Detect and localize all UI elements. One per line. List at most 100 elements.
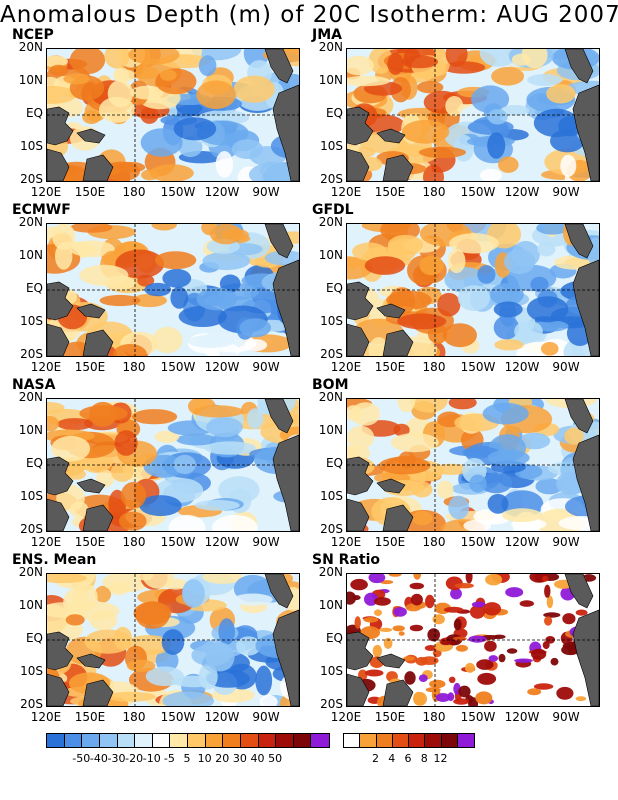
lon-tick-label: 150W <box>460 185 496 199</box>
field-patch <box>490 283 524 306</box>
field-patch <box>99 294 141 307</box>
lon-tick-label: 150E <box>374 710 406 724</box>
lat-tick-label: 20N <box>318 40 343 54</box>
field-patch <box>498 653 506 663</box>
land-mass <box>264 49 294 84</box>
land-mass <box>76 128 106 144</box>
field-patch <box>51 435 91 462</box>
field-patch <box>128 49 180 65</box>
field-patch <box>178 305 227 327</box>
land-mass <box>347 673 370 706</box>
lat-tick-label: EQ <box>325 281 343 295</box>
lon-tick-label: 120W <box>204 535 240 549</box>
lon-tick-label: 150E <box>74 535 106 549</box>
lat-tick-label: 20N <box>318 215 343 229</box>
land-mass <box>564 224 594 259</box>
lat-tick-label: 10S <box>320 664 343 678</box>
lon-tick-label: 150W <box>460 360 496 374</box>
field-patch <box>151 224 177 231</box>
field-patch <box>104 49 130 69</box>
field-patch <box>47 416 59 432</box>
field-patch <box>350 402 381 426</box>
field-patch <box>154 430 180 443</box>
field-patch <box>161 629 185 655</box>
field-patch <box>79 405 128 422</box>
field-patch <box>162 691 214 706</box>
field-patch <box>450 588 462 600</box>
field-patch <box>194 500 240 511</box>
lon-tick-label: 120W <box>204 360 240 374</box>
field-patch <box>487 449 530 466</box>
field-patch <box>404 671 416 685</box>
field-patch <box>447 248 466 274</box>
field-patch <box>541 342 559 356</box>
field-patch <box>198 663 218 690</box>
lon-tick-label: 120W <box>504 185 540 199</box>
lat-tick-label: 10N <box>318 423 343 437</box>
land-mass <box>76 653 106 669</box>
lat-tick-label: EQ <box>325 631 343 645</box>
land-mass <box>376 653 406 669</box>
field-patch <box>106 691 156 702</box>
field-patch <box>398 631 405 636</box>
lon-tick-label: 90W <box>252 710 280 724</box>
lon-tick-label: 120E <box>330 710 362 724</box>
colorbar-swatch <box>117 734 136 747</box>
field-patch <box>219 274 241 293</box>
land-mass <box>264 224 294 259</box>
map-panel-jma: JMA 20N 10N EQ 10S 20S 120E 150E 180 150W 120W 90W <box>300 27 600 202</box>
field-patch <box>47 604 70 634</box>
field-patch <box>469 474 487 493</box>
field-patch <box>141 169 159 181</box>
lon-tick-label: 120E <box>30 535 62 549</box>
land-mass <box>82 504 114 531</box>
field-patch <box>209 224 243 245</box>
land-mass <box>264 399 294 434</box>
field-patch <box>418 674 428 682</box>
field-patch <box>249 162 299 181</box>
field-patch <box>521 49 548 69</box>
field-patch <box>464 662 476 673</box>
lat-tick-label: 20S <box>20 522 43 536</box>
field-patch <box>429 679 446 689</box>
field-patch <box>131 409 178 425</box>
field-patch <box>575 696 587 702</box>
field-patch <box>255 665 273 696</box>
colorbar-swatch <box>344 734 361 747</box>
lat-tick-label: 10S <box>320 489 343 503</box>
field-patch <box>420 656 439 665</box>
field-patch <box>482 402 529 425</box>
field-patch <box>493 634 506 639</box>
field-patch <box>115 249 165 279</box>
field-patch <box>531 648 547 660</box>
lon-tick-label: 180 <box>422 185 446 199</box>
field-patch <box>487 109 508 125</box>
lat-tick-label: 20N <box>318 565 343 579</box>
colorbar-tick-label: 6 <box>404 752 412 765</box>
lon-tick-label: 150E <box>74 710 106 724</box>
field-patch <box>487 132 506 159</box>
colorbar-tick-label: 50 <box>268 752 283 765</box>
field-patch <box>196 80 236 109</box>
field-patch <box>546 84 576 104</box>
field-patch <box>168 514 206 531</box>
land-mass <box>82 154 114 181</box>
land-mass <box>572 609 599 706</box>
lat-tick-label: EQ <box>325 456 343 470</box>
field-patch <box>144 282 172 297</box>
lon-tick-label: 180 <box>122 360 146 374</box>
panel-title: GFDL <box>312 202 354 218</box>
field-patch <box>145 666 184 687</box>
land-mass <box>272 609 299 706</box>
map-panel-sn-ratio: SN Ratio 20N 10N EQ 10S 20S 120E 150E 180 150W 120… <box>300 552 600 727</box>
panel-title: BOM <box>312 377 349 393</box>
land-mass <box>382 154 414 181</box>
field-patch <box>392 625 405 632</box>
colorbar-swatch <box>205 734 224 747</box>
field-patch <box>176 433 217 446</box>
field-patch <box>465 574 473 584</box>
land-mass <box>47 631 74 671</box>
field-patch <box>102 574 150 593</box>
land-mass <box>47 106 74 146</box>
land-mass <box>82 679 114 706</box>
